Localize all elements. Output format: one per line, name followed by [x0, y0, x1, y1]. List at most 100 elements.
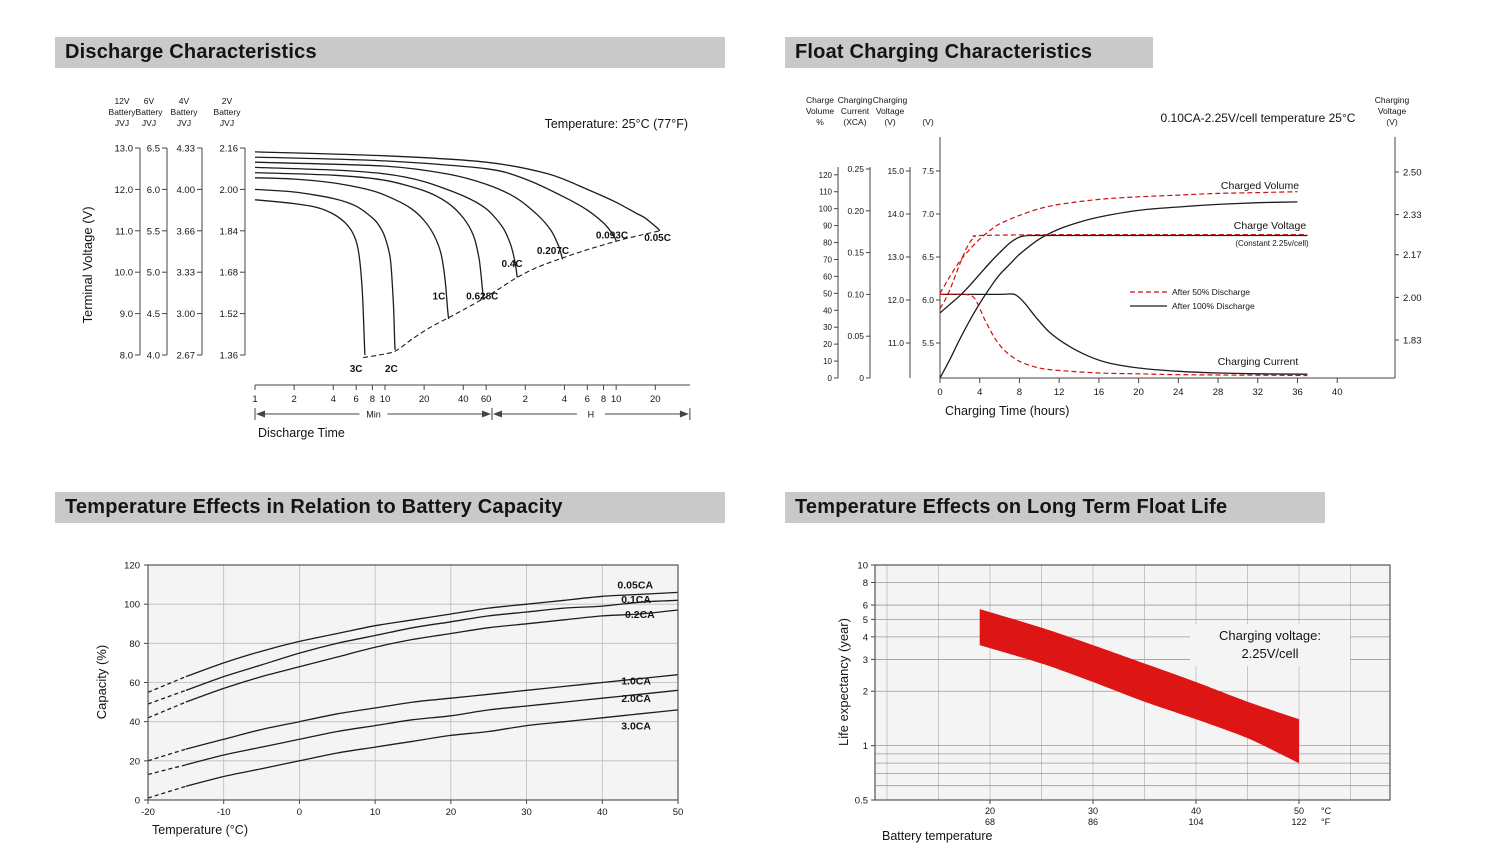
discharge-curve-2C	[254, 188, 396, 351]
legend-item-1: After 100% Discharge	[1130, 301, 1255, 311]
curve-label-0.1CA: 0.1CA	[621, 594, 651, 606]
y-tick-label: 1.68	[220, 268, 239, 279]
y-tick-label: 8	[863, 578, 868, 589]
y-tick-label: 6.5	[147, 144, 160, 155]
svg-text:Voltage: Voltage	[876, 106, 905, 116]
y-tick-label: 12.0	[887, 295, 904, 305]
curve-label-0.05CA: 0.05CA	[617, 580, 653, 592]
svg-text:JVJ: JVJ	[220, 118, 234, 128]
y-tick-label: 8.0	[120, 351, 133, 362]
y-tick-label: 5.5	[922, 338, 934, 348]
svg-text:(V): (V)	[922, 117, 934, 127]
y-tick-label: 0.05	[847, 331, 864, 341]
x-tick-label-c: 50	[1294, 806, 1304, 816]
y-tick-label: 15.0	[887, 166, 904, 176]
curve-charge-voltage-50	[939, 233, 1308, 309]
x-tick-label: 16	[1094, 387, 1105, 398]
y-tick-label: 4.5	[147, 309, 160, 320]
unit-label-celsius: °C	[1321, 806, 1332, 816]
y-tick-label: 4.0	[147, 351, 160, 362]
svg-text:Voltage: Voltage	[1378, 106, 1407, 116]
left-axis-3: (V) 5.5 6.0 6.5 7.0 7.5	[922, 117, 941, 378]
curve-charged-volume-50	[939, 191, 1298, 294]
time-axis: 1 2 4 6 8 10 20 40 60 2 4 6 8 10 20	[252, 384, 690, 405]
x-tick-label: 8	[1017, 387, 1022, 398]
x-tick-label: -20	[141, 807, 155, 818]
svg-text:(XCA): (XCA)	[843, 117, 866, 127]
y-tick-label: 100	[124, 600, 140, 611]
y-tick-label: 1.36	[220, 351, 239, 362]
y-tick-label: 6.0	[922, 295, 934, 305]
x-tick-label: 0	[297, 807, 302, 818]
x-tick-label: 20	[650, 394, 661, 405]
svg-text:12V: 12V	[114, 96, 129, 106]
x-tick-label: 4	[331, 394, 336, 405]
range-label: Min	[366, 410, 381, 420]
curve-label-2.0CA: 2.0CA	[621, 693, 651, 705]
x-tick-label-c: 20	[985, 806, 995, 816]
y-tick-label: 10	[857, 561, 868, 572]
panel-temperature-capacity: 0 20 40 60 80 100 120 -20 -10 0 10 20 30 40 50 0.05CA 0.…	[40, 480, 750, 854]
time-axis: 0 4 8 12 16 20 24 28 32 36 40	[937, 377, 1395, 398]
svg-text:Charging: Charging	[838, 95, 873, 105]
y-tick-label: 4.33	[177, 144, 196, 155]
y-tick-label: 0.5	[855, 795, 868, 806]
y-tick-label: 80	[823, 239, 832, 248]
range-bracket-Min: Min	[254, 408, 493, 420]
svg-text:Battery: Battery	[136, 107, 164, 117]
plot-border	[874, 564, 1391, 801]
svg-text:(V): (V)	[1386, 117, 1398, 127]
x-tick-label: 30	[521, 807, 532, 818]
x-tick-label: 2	[291, 394, 296, 405]
curve-label-0.2CA: 0.2CA	[625, 609, 655, 621]
cutoff-voltage-curve	[363, 230, 660, 359]
x-tick-label: 60	[481, 394, 492, 405]
svg-text:JVJ: JVJ	[177, 118, 191, 128]
discharge-curve-3C	[254, 199, 366, 356]
discharge-curve-0.093C	[254, 156, 617, 242]
svg-text:Battery: Battery	[109, 107, 137, 117]
y-tick-label: 2.16	[220, 144, 239, 155]
legend-label: After 50% Discharge	[1172, 287, 1250, 297]
y-axis-title: Life expectancy (year)	[836, 618, 851, 746]
curve-label-0.207C: 0.207C	[537, 246, 569, 257]
svg-text:6V: 6V	[144, 96, 155, 106]
svg-text:JVJ: JVJ	[142, 118, 156, 128]
axes: 0 20 40 60 80 100 120 -20 -10 0 10 20 30 40 50	[124, 561, 683, 818]
y-tick-label: 9.0	[120, 309, 133, 320]
svg-text:Current: Current	[841, 106, 870, 116]
float-life-chart: Charging voltage:2.25V/cell1086543210.52…	[836, 561, 1391, 843]
y-tick-label: 11.0	[888, 338, 904, 348]
y-tick-label: 7.0	[922, 209, 934, 219]
y-tick-label: 120	[124, 561, 140, 572]
svg-text:2V: 2V	[222, 96, 233, 106]
y-tick-label: 1.52	[220, 309, 239, 320]
svg-text:Charging: Charging	[873, 95, 908, 105]
y-tick-label: 14.0	[887, 209, 904, 219]
y-tick-label: 60	[129, 678, 140, 689]
legend-item-0: After 50% Discharge	[1130, 287, 1250, 297]
x-tick-label: 10	[380, 394, 391, 405]
range-bracket-H: H	[491, 408, 691, 420]
capacity-curve-2.0CA	[185, 689, 679, 766]
y-axis-title: Capacity (%)	[94, 645, 109, 719]
capacity-curve-1.0CA	[185, 674, 679, 750]
temperature-capacity-chart: 0 20 40 60 80 100 120 -20 -10 0 10 20 30 40 50 0.05CA 0.…	[94, 561, 683, 837]
curve-label-0.093C: 0.093C	[596, 231, 628, 242]
x-tick-label: 10	[611, 394, 622, 405]
y-tick-label: 40	[823, 306, 832, 315]
x-tick-label: 50	[673, 807, 684, 818]
y-tick-label: 6.0	[147, 185, 160, 196]
x-tick-label: 28	[1213, 387, 1224, 398]
discharge-curve-0.207C	[254, 161, 564, 260]
y-tick-label: 3.00	[177, 309, 196, 320]
y-tick-label: 7.5	[922, 166, 934, 176]
y-tick-label: 12.0	[115, 185, 134, 196]
range-label: H	[588, 410, 595, 420]
y-tick-label: 2	[863, 687, 868, 698]
y-tick-label: 20	[129, 756, 140, 767]
